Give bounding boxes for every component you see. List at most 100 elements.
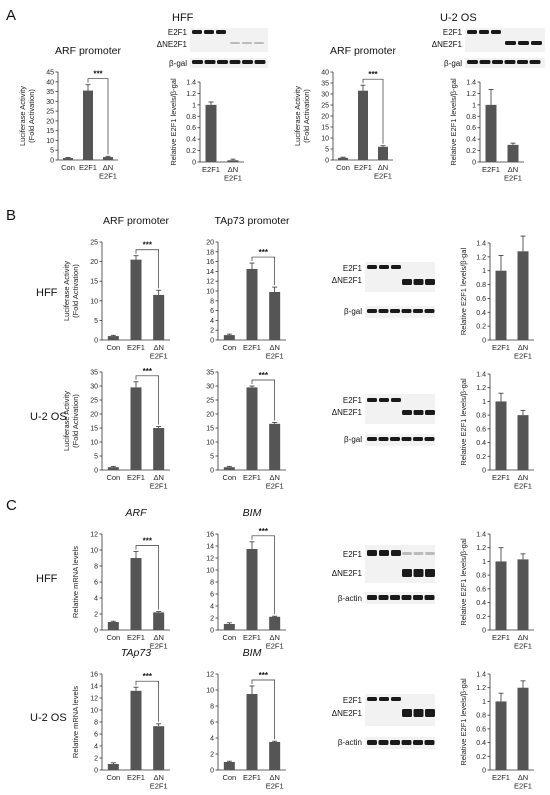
category-label: ΔN bbox=[269, 343, 279, 352]
y-tick-label: 1 bbox=[482, 559, 486, 566]
y-tick-label: 2 bbox=[94, 612, 98, 619]
blot-band bbox=[390, 309, 400, 313]
significance-bracket bbox=[251, 679, 276, 740]
category-label: E2F1 bbox=[492, 473, 510, 482]
y-tick-label: 6 bbox=[94, 580, 98, 587]
category-label: Con bbox=[106, 773, 120, 782]
category-label: Con bbox=[61, 163, 75, 172]
category-label: E2F1 bbox=[79, 163, 97, 172]
y-tick-label: 18 bbox=[206, 249, 214, 256]
category-label: E2F1 bbox=[354, 163, 372, 172]
bar bbox=[485, 104, 497, 162]
significance-bracket bbox=[251, 379, 276, 421]
y-axis-label: Relative E2F1 levels/β-gal bbox=[459, 378, 468, 466]
y-tick-label: 0 bbox=[325, 158, 329, 165]
y-tick-label: 2 bbox=[210, 328, 214, 335]
category-label: Con bbox=[336, 163, 350, 172]
y-tick-label: 10 bbox=[321, 136, 329, 143]
category-label: E2F1 bbox=[266, 642, 284, 651]
blot-band bbox=[425, 410, 435, 415]
category-label: Con bbox=[222, 773, 236, 782]
y-tick-label: 25 bbox=[321, 103, 329, 110]
y-tick-label: 4 bbox=[210, 736, 214, 743]
y-axis-label: (Fold Activation) bbox=[302, 89, 311, 143]
y-tick-label: 12 bbox=[206, 556, 214, 563]
blot-band bbox=[425, 279, 435, 285]
blot-band bbox=[402, 552, 412, 555]
y-tick-label: 0.6 bbox=[466, 125, 476, 132]
category-label: E2F1 bbox=[514, 352, 532, 361]
blot-band bbox=[492, 60, 503, 64]
y-tick-label: 6 bbox=[210, 592, 214, 599]
y-tick-label: 1.2 bbox=[476, 545, 486, 552]
y-tick-label: 0.8 bbox=[476, 282, 486, 289]
category-label: ΔN bbox=[518, 343, 528, 352]
category-label: Con bbox=[222, 343, 236, 352]
blot-band bbox=[367, 265, 377, 269]
y-tick-label: 0.2 bbox=[476, 454, 486, 461]
y-tick-label: 35 bbox=[46, 89, 54, 96]
y-tick-label: 6 bbox=[210, 720, 214, 727]
blot-band bbox=[379, 265, 389, 269]
y-tick-label: 10 bbox=[206, 568, 214, 575]
western-blots: E2F1ΔNE2F1β-galE2F1ΔNE2F1β-galE2F1ΔNE2F1… bbox=[157, 28, 545, 749]
y-tick-label: 14 bbox=[206, 544, 214, 551]
y-tick-label: 1 bbox=[472, 102, 476, 109]
y-tick-label: 0 bbox=[94, 768, 98, 775]
blot-lane-label: β-gal bbox=[344, 435, 362, 444]
chart-title: TAp73 bbox=[121, 647, 151, 659]
bar bbox=[153, 428, 165, 470]
y-tick-label: 6 bbox=[94, 732, 98, 739]
panel-letter-c: C bbox=[6, 497, 17, 514]
y-tick-label: 10 bbox=[90, 548, 98, 555]
y-tick-label: 0.2 bbox=[476, 754, 486, 761]
row-label-a-hff: HFF bbox=[172, 12, 194, 24]
blot-strip bbox=[465, 28, 545, 52]
blot-band bbox=[467, 60, 478, 64]
bar bbox=[507, 144, 519, 162]
blot-band bbox=[401, 437, 412, 441]
category-label: E2F1 bbox=[266, 352, 284, 361]
y-tick-label: 0.2 bbox=[476, 324, 486, 331]
significance-stars: *** bbox=[259, 371, 269, 380]
category-label: ΔN bbox=[269, 473, 279, 482]
y-tick-label: 20 bbox=[321, 114, 329, 121]
y-tick-label: 20 bbox=[46, 118, 54, 125]
y-tick-label: 0.2 bbox=[186, 148, 196, 155]
y-tick-label: 8 bbox=[94, 720, 98, 727]
blot-band bbox=[390, 595, 400, 600]
blot-band bbox=[413, 410, 424, 415]
y-axis-label: Relative E2F1 levels/β-gal bbox=[459, 538, 468, 626]
y-axis-label: Luciferase Activity bbox=[18, 86, 27, 146]
bar bbox=[269, 423, 281, 470]
chart-title: ARF promoter bbox=[330, 45, 396, 57]
y-tick-label: 15 bbox=[90, 279, 98, 286]
y-tick-label: 10 bbox=[90, 440, 98, 447]
y-tick-label: 0.4 bbox=[476, 600, 486, 607]
bar bbox=[107, 764, 119, 770]
category-label: E2F1 bbox=[492, 343, 510, 352]
category-label: Con bbox=[222, 473, 236, 482]
blot-band bbox=[378, 437, 389, 441]
significance-stars: *** bbox=[259, 527, 269, 536]
category-label: ΔN bbox=[518, 633, 528, 642]
y-tick-label: 30 bbox=[206, 384, 214, 391]
y-tick-label: 8 bbox=[94, 564, 98, 571]
significance-stars: *** bbox=[259, 248, 269, 257]
category-label: Con bbox=[106, 473, 120, 482]
category-label: E2F1 bbox=[99, 172, 117, 181]
blot-band bbox=[424, 740, 435, 745]
blot-lane-label: E2F1 bbox=[443, 28, 463, 37]
y-tick-label: 6 bbox=[210, 308, 214, 315]
y-axis-label: Relative mRNA levels bbox=[71, 546, 80, 618]
y-tick-label: 0.4 bbox=[476, 310, 486, 317]
y-tick-label: 20 bbox=[206, 412, 214, 419]
blot-band bbox=[192, 60, 203, 64]
category-label: ΔN bbox=[153, 773, 163, 782]
y-tick-label: 25 bbox=[90, 398, 98, 405]
